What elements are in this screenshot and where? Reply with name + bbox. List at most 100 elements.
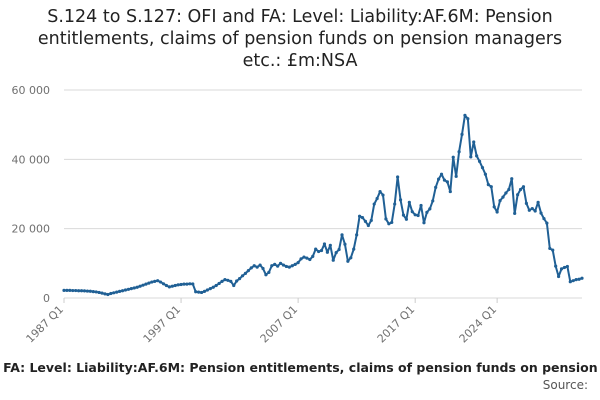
data-point[interactable] (135, 285, 139, 289)
data-point[interactable] (434, 185, 438, 190)
data-point[interactable] (530, 206, 534, 211)
data-point[interactable] (115, 290, 119, 294)
data-point[interactable] (510, 177, 514, 181)
data-point[interactable] (425, 210, 429, 214)
data-point[interactable] (390, 220, 394, 225)
data-point[interactable] (62, 288, 66, 292)
data-point[interactable] (141, 283, 145, 287)
data-point[interactable] (559, 267, 564, 271)
data-point[interactable] (378, 189, 382, 194)
data-point[interactable] (352, 247, 356, 251)
data-point[interactable] (229, 279, 233, 283)
data-point[interactable] (565, 264, 569, 269)
data-point[interactable] (252, 264, 256, 268)
data-point[interactable] (536, 200, 540, 204)
data-point[interactable] (533, 209, 537, 213)
data-point[interactable] (270, 264, 274, 268)
data-point[interactable] (106, 292, 110, 297)
data-point[interactable] (568, 280, 572, 284)
data-point[interactable] (144, 282, 148, 286)
data-point[interactable] (258, 263, 262, 267)
data-point[interactable] (299, 257, 303, 261)
data-point[interactable] (504, 191, 508, 195)
data-point[interactable] (551, 248, 555, 252)
data-point[interactable] (138, 284, 142, 288)
data-point[interactable] (197, 290, 201, 294)
data-point[interactable] (161, 282, 166, 286)
data-point[interactable] (220, 279, 224, 283)
data-point[interactable] (346, 259, 350, 263)
data-point[interactable] (71, 288, 75, 293)
data-point[interactable] (109, 291, 113, 296)
data-point[interactable] (337, 247, 341, 252)
data-point[interactable] (372, 202, 376, 206)
data-point[interactable] (334, 250, 338, 255)
data-point[interactable] (88, 289, 92, 293)
data-point[interactable] (454, 174, 458, 178)
data-point[interactable] (226, 278, 230, 282)
data-point[interactable] (460, 132, 464, 136)
data-point[interactable] (255, 265, 259, 269)
data-point[interactable] (393, 202, 397, 206)
data-point[interactable] (571, 279, 575, 283)
data-point[interactable] (366, 223, 370, 228)
data-point[interactable] (396, 175, 400, 179)
data-point[interactable] (249, 266, 253, 270)
data-point[interactable] (217, 281, 221, 286)
data-point[interactable] (182, 282, 186, 286)
data-point[interactable] (223, 278, 227, 282)
data-point[interactable] (156, 279, 160, 283)
data-point[interactable] (240, 274, 245, 278)
data-point[interactable] (246, 269, 250, 273)
data-point[interactable] (495, 210, 499, 214)
data-point[interactable] (170, 284, 174, 288)
data-point[interactable] (79, 289, 84, 293)
data-point[interactable] (322, 242, 327, 246)
data-point[interactable] (472, 140, 476, 144)
data-point[interactable] (319, 248, 324, 253)
data-point[interactable] (518, 187, 523, 192)
data-point[interactable] (302, 255, 306, 259)
data-point[interactable] (214, 283, 218, 288)
data-point[interactable] (126, 287, 130, 291)
data-point[interactable] (387, 222, 391, 226)
data-point[interactable] (407, 200, 411, 204)
data-point[interactable] (340, 233, 344, 237)
data-point[interactable] (293, 262, 297, 266)
data-point[interactable] (85, 289, 90, 293)
data-point[interactable] (112, 291, 116, 295)
data-point[interactable] (243, 271, 248, 275)
data-point[interactable] (431, 199, 435, 203)
data-point[interactable] (410, 210, 414, 214)
data-point[interactable] (554, 264, 558, 268)
data-point[interactable] (439, 172, 444, 176)
data-point[interactable] (202, 289, 207, 294)
data-point[interactable] (179, 282, 183, 287)
data-point[interactable] (331, 258, 335, 262)
data-point[interactable] (457, 150, 461, 154)
data-point[interactable] (164, 283, 169, 288)
data-point[interactable] (232, 283, 236, 288)
data-point[interactable] (328, 243, 332, 247)
data-point[interactable] (205, 288, 209, 292)
data-point[interactable] (507, 187, 511, 192)
data-point[interactable] (118, 289, 122, 294)
data-point[interactable] (404, 217, 409, 221)
data-point[interactable] (173, 283, 177, 288)
data-point[interactable] (305, 256, 309, 260)
data-point[interactable] (325, 250, 329, 254)
data-point[interactable] (132, 286, 136, 290)
data-point[interactable] (314, 247, 318, 251)
data-point[interactable] (419, 203, 423, 208)
data-point[interactable] (103, 292, 107, 296)
data-point[interactable] (542, 217, 546, 221)
data-point[interactable] (483, 172, 488, 176)
data-point[interactable] (413, 213, 417, 217)
data-point[interactable] (577, 277, 581, 281)
data-point[interactable] (308, 257, 312, 262)
data-point[interactable] (448, 189, 452, 194)
data-point[interactable] (211, 285, 215, 289)
data-point[interactable] (317, 249, 321, 254)
data-point[interactable] (513, 211, 517, 216)
data-point[interactable] (68, 288, 72, 292)
